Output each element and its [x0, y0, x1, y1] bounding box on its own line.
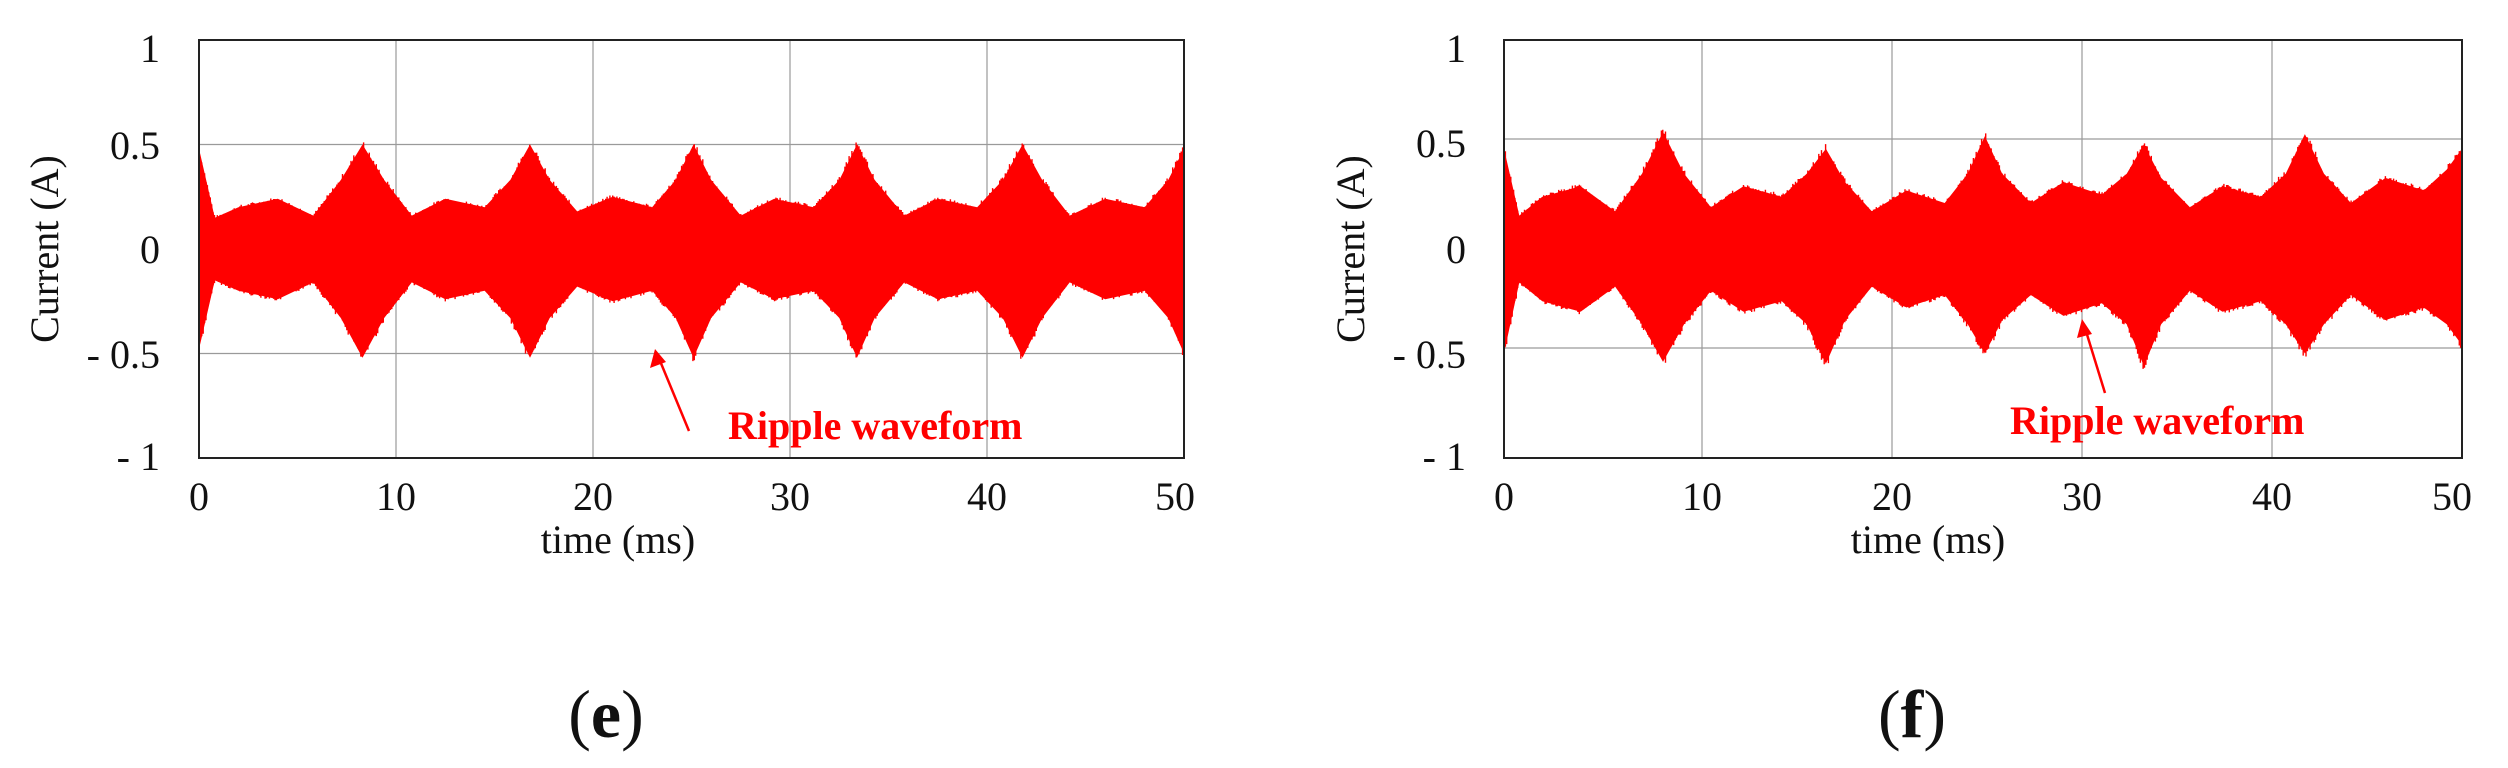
y-tick-label: - 0.5	[1393, 332, 1466, 377]
annotation-arrowhead	[650, 349, 666, 368]
panel-label-e: (e)	[568, 676, 644, 752]
x-tick-label: 30	[770, 474, 810, 519]
ripple-waveform-oscillation	[1504, 130, 2462, 369]
panel-label-open: (	[1878, 676, 1901, 752]
y-axis-title: Current (A)	[1328, 155, 1373, 343]
annotation-arrowhead	[2077, 319, 2092, 338]
y-tick-label: 0	[140, 227, 160, 272]
y-tick-label: - 1	[117, 434, 160, 479]
chart-panel-f: 1 0.5 0 - 0.5 - 1 0 10 20 30 40 50 time …	[1328, 26, 2472, 562]
panel-label-close: )	[1923, 676, 1946, 752]
panel-label-f: (f)	[1878, 676, 1946, 752]
x-tick-label: 30	[2062, 474, 2102, 519]
panel-label-open: (	[568, 676, 591, 752]
x-tick-label: 50	[2432, 474, 2472, 519]
x-tick-label: 10	[376, 474, 416, 519]
x-tick-label: 40	[967, 474, 1007, 519]
y-axis-title: Current (A)	[22, 155, 67, 343]
x-tick-label: 20	[573, 474, 613, 519]
x-tick-label: 40	[2252, 474, 2292, 519]
y-tick-label: 0	[1446, 227, 1466, 272]
x-axis-title: time (ms)	[1851, 517, 2005, 562]
x-tick-label: 10	[1682, 474, 1722, 519]
x-tick-label: 0	[189, 474, 209, 519]
y-tick-label: 1	[1446, 26, 1466, 71]
annotation-label: Ripple waveform	[728, 403, 1022, 448]
x-axis-title: time (ms)	[541, 517, 695, 562]
panel-label-letter: e	[591, 676, 621, 752]
y-tick-label: 0.5	[1416, 121, 1466, 166]
y-tick-label: - 1	[1423, 434, 1466, 479]
y-tick-label: 0.5	[110, 123, 160, 168]
panel-label-close: )	[621, 676, 644, 752]
ripple-waveform-oscillation	[199, 142, 1184, 361]
annotation-arrow	[2085, 328, 2105, 393]
x-tick-label: 20	[1872, 474, 1912, 519]
panel-label-letter: f	[1901, 676, 1925, 752]
x-tick-label: 0	[1494, 474, 1514, 519]
y-tick-label: - 0.5	[87, 332, 160, 377]
y-tick-label: 1	[140, 26, 160, 71]
annotation-label: Ripple waveform	[2010, 398, 2304, 443]
annotation-arrow	[658, 356, 689, 431]
chart-panel-e: 1 0.5 0 - 0.5 - 1 0 10 20 30 40 50 time …	[22, 26, 1195, 562]
x-tick-label: 50	[1155, 474, 1195, 519]
